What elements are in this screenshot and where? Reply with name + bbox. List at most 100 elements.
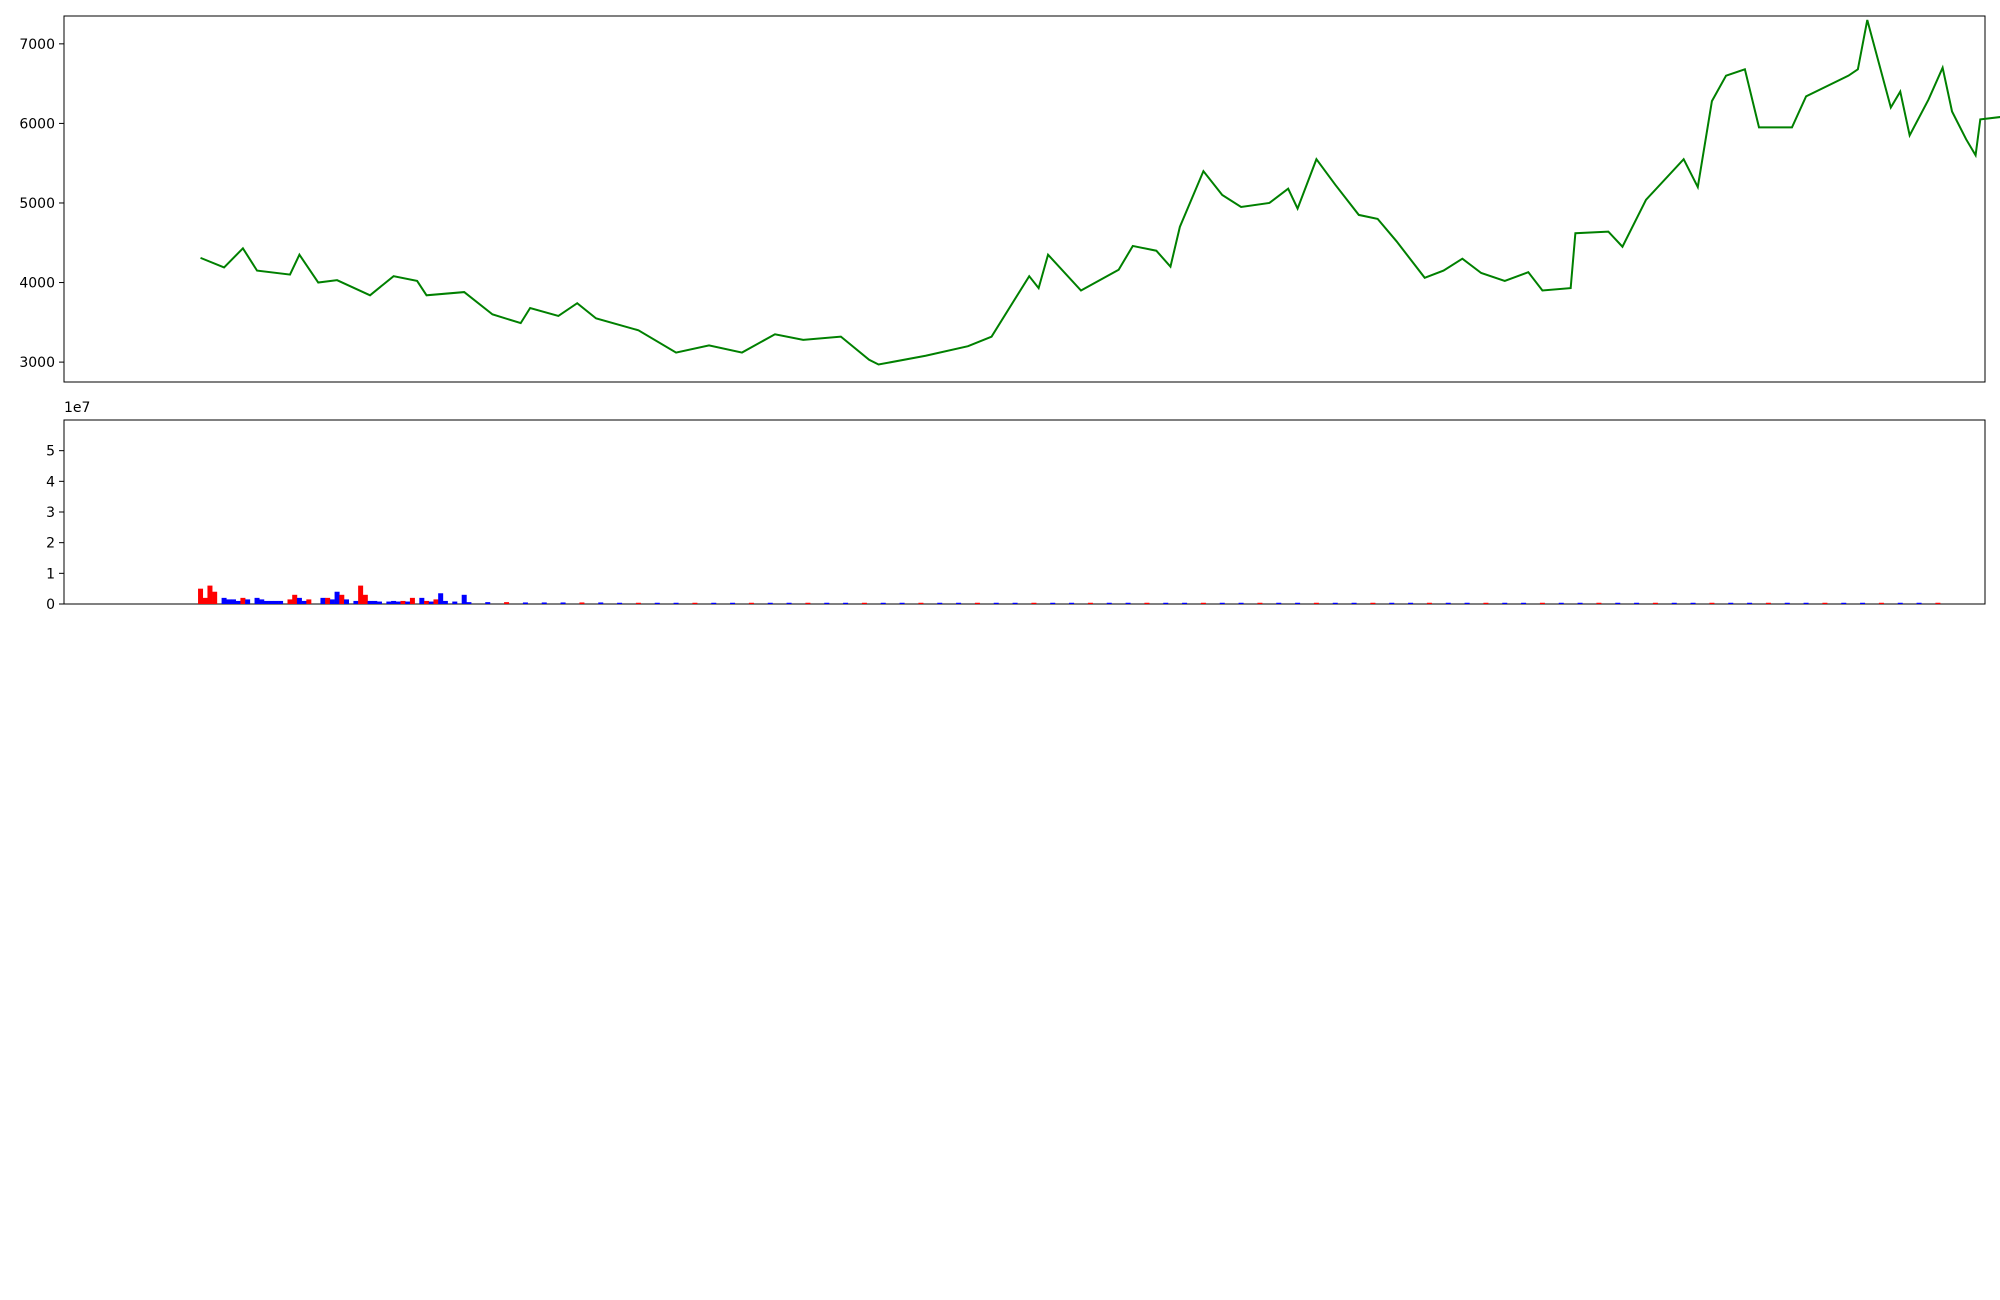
volume-bar (1050, 602, 1056, 604)
volume-bar (1860, 602, 1866, 604)
volume-bar (1426, 602, 1432, 604)
volume-bar (273, 600, 279, 604)
volume-bar (880, 602, 886, 604)
volume-bar (306, 599, 312, 604)
volume-bar (956, 602, 962, 604)
volume-bar (1219, 602, 1225, 604)
volume-bar (711, 602, 717, 604)
volume-bar (1690, 602, 1696, 604)
volume-bar (212, 591, 218, 604)
volume-bar (1841, 602, 1847, 604)
volume-bar (419, 597, 425, 604)
volume-bar (1765, 602, 1771, 604)
volume-bar (730, 602, 736, 604)
volume-bar (937, 602, 943, 604)
volume-bar (433, 599, 439, 604)
volume-bar (1803, 602, 1809, 604)
volume-bar (861, 602, 867, 604)
volume-bar (1238, 602, 1244, 604)
volume-bar (358, 585, 364, 604)
volume-bar (1916, 602, 1922, 604)
volume-bar (1634, 602, 1640, 604)
volume-ytick-label: 3 (46, 505, 55, 521)
volume-bar (1878, 602, 1884, 604)
volume-bar (1464, 602, 1470, 604)
volume-bar (339, 594, 345, 604)
volume-bar (362, 594, 368, 604)
volume-bar (805, 602, 811, 604)
volume-bar (899, 602, 905, 604)
volume-bar (391, 600, 397, 604)
volume-bar (522, 602, 528, 604)
volume-bar (974, 602, 980, 604)
volume-bar (292, 594, 298, 604)
volume-bar (344, 599, 349, 604)
volume-bar (1182, 602, 1188, 604)
volume-bar (579, 602, 585, 604)
volume-bar (1295, 602, 1301, 604)
volume-bar (1257, 602, 1263, 604)
volume-bar (296, 597, 302, 604)
volume-bar (1747, 602, 1753, 604)
volume-bar (466, 602, 472, 604)
volume-bar (1332, 602, 1338, 604)
volume-bar (1276, 602, 1282, 604)
volume-bar (226, 599, 232, 604)
volume-bar (560, 602, 566, 604)
volume-bar (673, 602, 679, 604)
volume-bar (1539, 602, 1545, 604)
volume-bar (395, 601, 401, 604)
volume-bar (376, 601, 382, 604)
volume-bar (1125, 602, 1131, 604)
volume-ytick-label: 5 (46, 444, 55, 460)
volume-bar (245, 599, 251, 604)
volume-bar (1935, 602, 1941, 604)
price-line (200, 19, 2000, 366)
volume-bar (372, 600, 378, 604)
price-ytick-label: 6000 (19, 116, 55, 132)
volume-bar (400, 600, 406, 604)
volume-bar (268, 600, 274, 604)
volume-bar (1615, 602, 1621, 604)
volume-ytick-label: 2 (46, 536, 55, 552)
volume-bar (198, 588, 204, 604)
volume-bar (202, 597, 208, 604)
volume-bar (386, 601, 392, 604)
volume-bar (325, 597, 331, 604)
volume-bar (617, 602, 623, 604)
volume-ytick-label: 0 (46, 597, 55, 613)
volume-bar (1577, 602, 1583, 604)
volume-bar (221, 597, 227, 604)
volume-bar (1163, 602, 1169, 604)
volume-bar (1200, 602, 1206, 604)
volume-bar (1106, 602, 1112, 604)
volume-bar (428, 601, 434, 604)
volume-bar (452, 601, 458, 604)
volume-bar (1558, 602, 1564, 604)
volume-bar (320, 597, 326, 604)
price-ytick-label: 5000 (19, 196, 55, 212)
volume-bar (353, 600, 359, 604)
volume-bar (1671, 602, 1677, 604)
price-ytick-label: 4000 (19, 276, 55, 292)
volume-bar (748, 602, 754, 604)
volume-bar (254, 597, 260, 604)
volume-bar (461, 594, 467, 604)
volume-bar (1709, 602, 1715, 604)
volume-offset-label: 1e7 (64, 400, 90, 416)
volume-bar (843, 602, 849, 604)
volume-bar (329, 599, 335, 604)
volume-bar (1445, 602, 1451, 604)
volume-bar (692, 602, 698, 604)
volume-bar (654, 602, 660, 604)
volume-bar (409, 597, 415, 604)
volume-bar (301, 600, 307, 604)
volume-bar (287, 599, 293, 604)
volume-bar (1502, 602, 1508, 604)
volume-bar (405, 601, 411, 604)
volume-bar (367, 600, 373, 604)
volume-bar (235, 600, 241, 604)
volume-bar (1897, 602, 1903, 604)
volume-bar (1483, 602, 1489, 604)
volume-bar (424, 600, 430, 604)
